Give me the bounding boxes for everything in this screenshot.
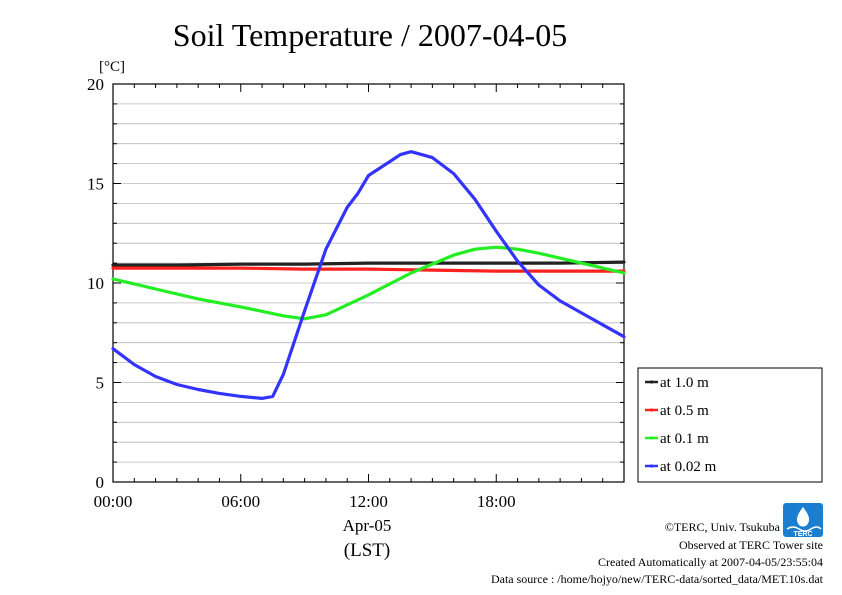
legend-marker [649,464,654,468]
legend-label: at 0.02 m [660,459,717,475]
credit-site: Observed at TERC Tower site [679,538,823,552]
legend-label: at 0.1 m [660,431,709,447]
legend-marker [649,380,654,384]
x-axis-unit: (LST) [344,540,390,561]
x-tick-label: 06:00 [221,492,260,511]
y-tick-label: 15 [87,175,104,194]
logo-text: TERC [793,531,812,538]
axis-ticks: 0 5 10 15 20 00:00 06:00 12:00 18:00 [87,75,625,511]
terc-logo: TERC [783,503,823,538]
legend-label: at 1.0 m [660,375,709,391]
y-axis-unit: [°C] [99,59,125,75]
legend-marker [649,408,654,412]
legend: at 1.0 m at 0.5 m at 0.1 m at 0.02 m [637,367,823,483]
series-line-0 [111,260,626,267]
credit-copyright: ©TERC, Univ. Tsukuba [665,520,781,534]
credit-created: Created Automatically at 2007-04-05/23:5… [598,555,823,569]
series-line-2 [111,245,626,321]
x-axis-date-label: Apr-05 [343,516,392,535]
credit-data-source: Data source : /home/hojyo/new/TERC-data/… [491,572,824,586]
y-tick-label: 10 [87,274,104,293]
legend-marker [649,436,654,440]
legend-label: at 0.5 m [660,403,709,419]
x-tick-label: 12:00 [349,492,388,511]
x-tick-label: 18:00 [477,492,516,511]
y-tick-label: 0 [96,473,105,492]
series-line-1 [111,266,626,273]
x-tick-label: 00:00 [94,492,133,511]
series-lines [111,150,626,400]
y-tick-label: 20 [87,75,104,94]
y-tick-label: 5 [96,374,105,393]
chart-title: Soil Temperature / 2007-04-05 [173,17,567,53]
series-line-3 [111,150,626,400]
legend-box [637,367,823,483]
grid-lines [113,103,624,463]
